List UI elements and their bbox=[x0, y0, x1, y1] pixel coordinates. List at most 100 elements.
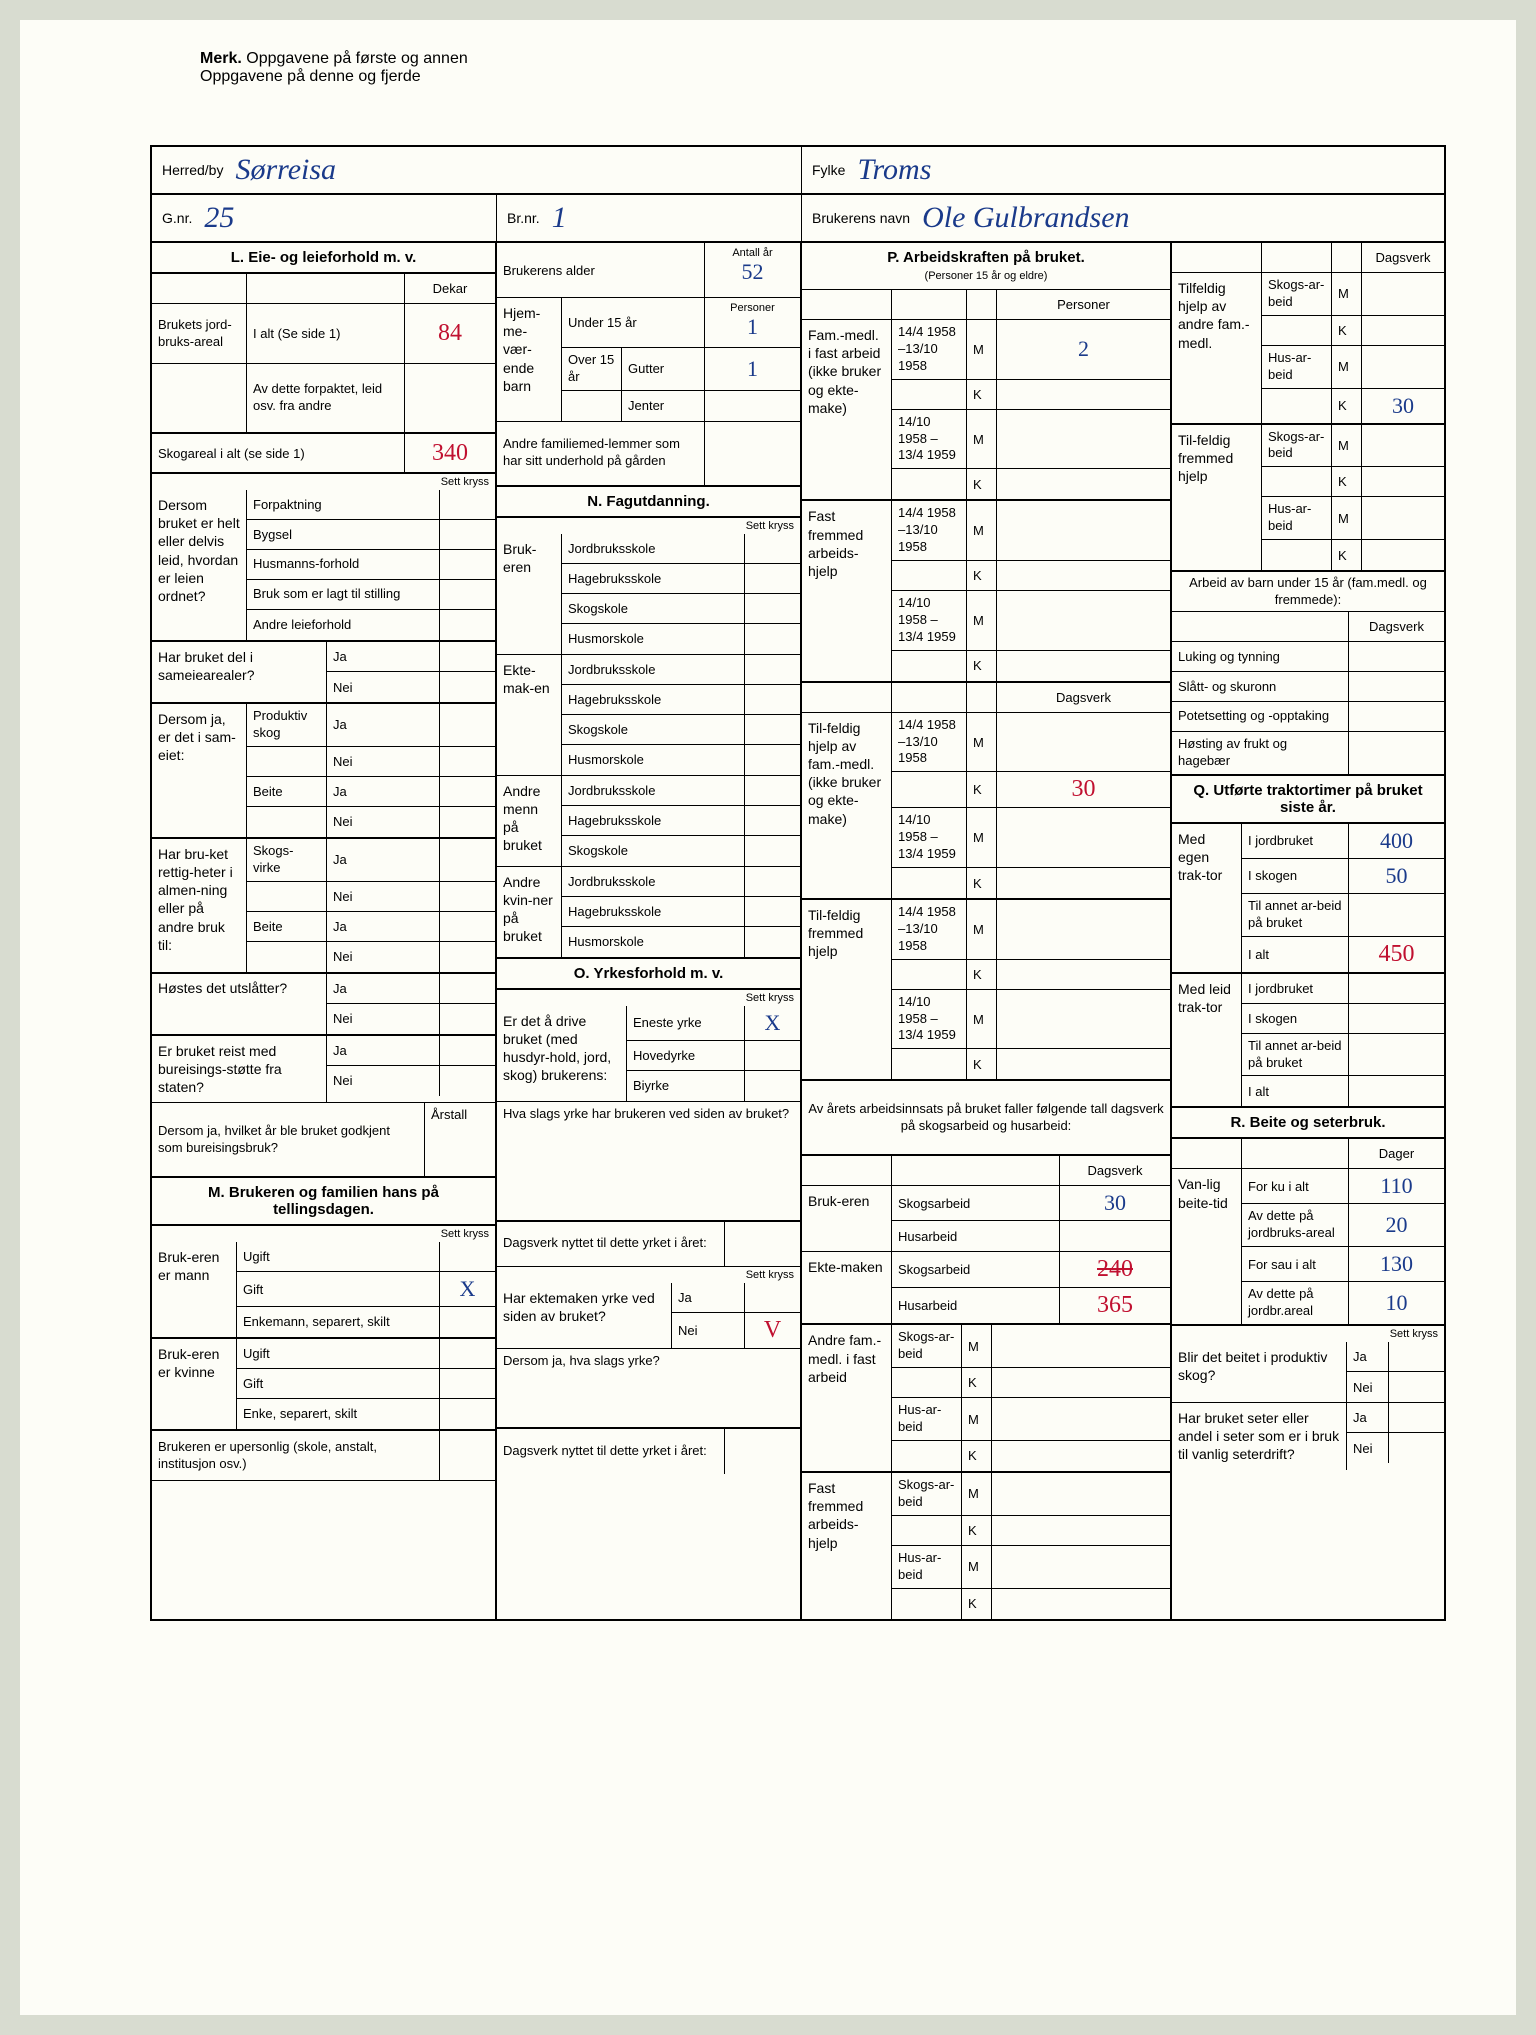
gnr-value: 25 bbox=[204, 201, 234, 235]
biyrke: Biyrke bbox=[627, 1071, 745, 1101]
ialt-value: 84 bbox=[438, 320, 462, 347]
c4k2: K bbox=[1332, 389, 1362, 423]
hostes: Høstes det utslåtter? bbox=[152, 974, 327, 1034]
col-L-M: L. Eie- og leieforhold m. v. Dekar Bruke… bbox=[152, 243, 497, 1619]
c4-skogs1: Skogs-ar-beid bbox=[1262, 273, 1332, 315]
c4m2: M bbox=[1332, 346, 1362, 388]
brnr-value: 1 bbox=[552, 201, 567, 235]
page: Merk. Oppgavene på første og annen Oppga… bbox=[20, 20, 1516, 2015]
brukets-label: Brukets jord-bruks-areal bbox=[152, 304, 247, 363]
gutter: Gutter bbox=[622, 348, 705, 390]
andre-leie: Andre leieforhold bbox=[247, 610, 440, 640]
alder-label: Brukerens alder bbox=[497, 243, 705, 297]
jordbruk1: Jordbruksskole bbox=[562, 534, 745, 563]
m1: M bbox=[967, 320, 997, 379]
medegen: Med egen trak-tor bbox=[1172, 824, 1242, 972]
beite: Beite bbox=[247, 777, 327, 806]
ijord-val: 400 bbox=[1380, 828, 1413, 854]
nei4: Nei bbox=[327, 882, 440, 911]
ja6: Ja bbox=[327, 974, 440, 1003]
husmor4: Husmorskole bbox=[562, 927, 745, 957]
potet: Potetsetting og -opptaking bbox=[1172, 702, 1349, 731]
top-note: Merk. Oppgavene på første og annen Oppga… bbox=[200, 50, 468, 86]
ugift2: Ugift bbox=[237, 1339, 440, 1368]
arbeid-barn: Arbeid av barn under 15 år (fam.medl. og… bbox=[1172, 572, 1444, 611]
hjemme: Hjem-me-vær-ende barn bbox=[497, 298, 562, 421]
section-L-title: L. Eie- og leieforhold m. v. bbox=[152, 243, 495, 274]
husarbeid3: Hus-ar-beid bbox=[892, 1398, 962, 1440]
hosting: Høsting av frukt og hagebær bbox=[1172, 732, 1349, 774]
upersonlig: Brukeren er upersonlig (skole, anstalt, … bbox=[152, 1431, 440, 1480]
skogskole2: Skogskole bbox=[562, 715, 745, 744]
dersomja2: Dersom ja, hvilket år ble bruket godkjen… bbox=[152, 1103, 425, 1176]
c4k4: K bbox=[1332, 540, 1362, 570]
m2: M bbox=[967, 410, 997, 469]
n-andremenn: Andre menn på bruket bbox=[497, 776, 562, 866]
andrefam: Andre familiemed-lemmer som har sitt und… bbox=[497, 422, 705, 485]
note-line-2: Oppgavene på denne og fjerde bbox=[200, 68, 421, 85]
d2d: 14/10 1958 –13/4 1959 bbox=[892, 990, 967, 1049]
k8: K bbox=[967, 1049, 997, 1079]
tilfeldig-k-val: 30 bbox=[1072, 776, 1096, 803]
d1b: 14/4 1958 –13/10 1958 bbox=[892, 501, 967, 560]
brukerens-navn-label: Brukerens navn bbox=[812, 210, 910, 226]
tilannet: Til annet ar-beid på bruket bbox=[1242, 894, 1349, 936]
header-row-2: G.nr. 25 Br.nr. 1 Brukerens navn Ole Gul… bbox=[152, 195, 1444, 243]
ijordbruket2: I jordbruket bbox=[1242, 974, 1349, 1003]
jenter: Jenter bbox=[622, 391, 705, 421]
dager-h: Dager bbox=[1349, 1139, 1444, 1168]
bruksom: Bruk som er lagt til stilling bbox=[247, 580, 440, 609]
nei5: Nei bbox=[327, 942, 440, 972]
over15: Over 15 år bbox=[562, 348, 622, 390]
avaarets: Av årets arbeidsinnsats på bruket faller… bbox=[802, 1081, 1170, 1154]
q-ialt2: I alt bbox=[1242, 1076, 1349, 1106]
m3: M bbox=[967, 501, 997, 560]
ialt-label: I alt (Se side 1) bbox=[247, 304, 405, 363]
m10: M bbox=[962, 1398, 992, 1440]
skogsarbeid2: Skogsarbeid bbox=[892, 1252, 1060, 1287]
o-erdet: Er det å drive bruket (med husdyr-hold, … bbox=[497, 1006, 627, 1101]
under15: Under 15 år bbox=[562, 298, 705, 347]
section-P-title: P. Arbeidskraften på bruket. bbox=[887, 249, 1085, 266]
husarbeid1: Husarbeid bbox=[892, 1221, 1060, 1251]
header-row-1: Herred/by Sørreisa Fylke Troms bbox=[152, 147, 1444, 195]
gift-x: X bbox=[460, 1276, 476, 1302]
p-andrefam: Andre fam.-medl. i fast arbeid bbox=[802, 1325, 892, 1471]
d1a: 14/4 1958 –13/10 1958 bbox=[892, 320, 967, 379]
q-ialt: I alt bbox=[1242, 937, 1349, 972]
k1: K bbox=[967, 380, 997, 409]
husarbeid4: Hus-ar-beid bbox=[892, 1546, 962, 1588]
c4-dagsverk-h: Dagsverk bbox=[1362, 243, 1444, 272]
m6: M bbox=[967, 808, 997, 867]
p-personer-h: Personer bbox=[997, 290, 1170, 319]
forku: For ku i alt bbox=[1242, 1169, 1349, 1203]
avdette-label: Av dette forpaktet, leid osv. fra andre bbox=[247, 364, 405, 432]
ekte-skogs-val: 240 bbox=[1097, 1256, 1133, 1283]
section-R-title: R. Beite og seterbruk. bbox=[1172, 1108, 1444, 1139]
nei6: Nei bbox=[327, 1004, 440, 1034]
sameie-label: Har bruket del i sameiearealer? bbox=[152, 642, 327, 702]
jordbruk3: Jordbruksskole bbox=[562, 776, 745, 805]
n-brukeren: Bruk-eren bbox=[497, 534, 562, 654]
k2: K bbox=[967, 469, 997, 499]
tilfeldig-andre: Tilfeldig hjelp av andre fam.-medl. bbox=[1172, 273, 1262, 423]
p-brukeren: Bruk-eren bbox=[802, 1186, 892, 1251]
r-avdette2-val: 10 bbox=[1386, 1290, 1408, 1316]
tilfeldig-fremmed: Til-feldig fremmed hjelp bbox=[802, 900, 892, 1079]
husmanns: Husmanns-forhold bbox=[247, 550, 440, 579]
o-ja: Ja bbox=[672, 1283, 745, 1312]
settkryss-N: Sett kryss bbox=[497, 518, 800, 534]
k3: K bbox=[967, 561, 997, 590]
tilannet2: Til annet ar-beid på bruket bbox=[1242, 1034, 1349, 1076]
beite2: Beite bbox=[247, 912, 327, 941]
c4k1: K bbox=[1332, 316, 1362, 345]
jordbruk4: Jordbruksskole bbox=[562, 867, 745, 896]
r-avdette2: Av dette på jordbr.areal bbox=[1242, 1282, 1349, 1324]
fylke-value: Troms bbox=[857, 153, 931, 187]
ugift: Ugift bbox=[237, 1242, 440, 1271]
enkemann: Enkemann, separert, skilt bbox=[237, 1307, 440, 1337]
nei7: Nei bbox=[327, 1066, 440, 1096]
husmor1: Husmorskole bbox=[562, 624, 745, 654]
skogs-val: 30 bbox=[1104, 1190, 1126, 1216]
section-M-title: M. Brukeren og familien hans på tellings… bbox=[152, 1178, 495, 1226]
